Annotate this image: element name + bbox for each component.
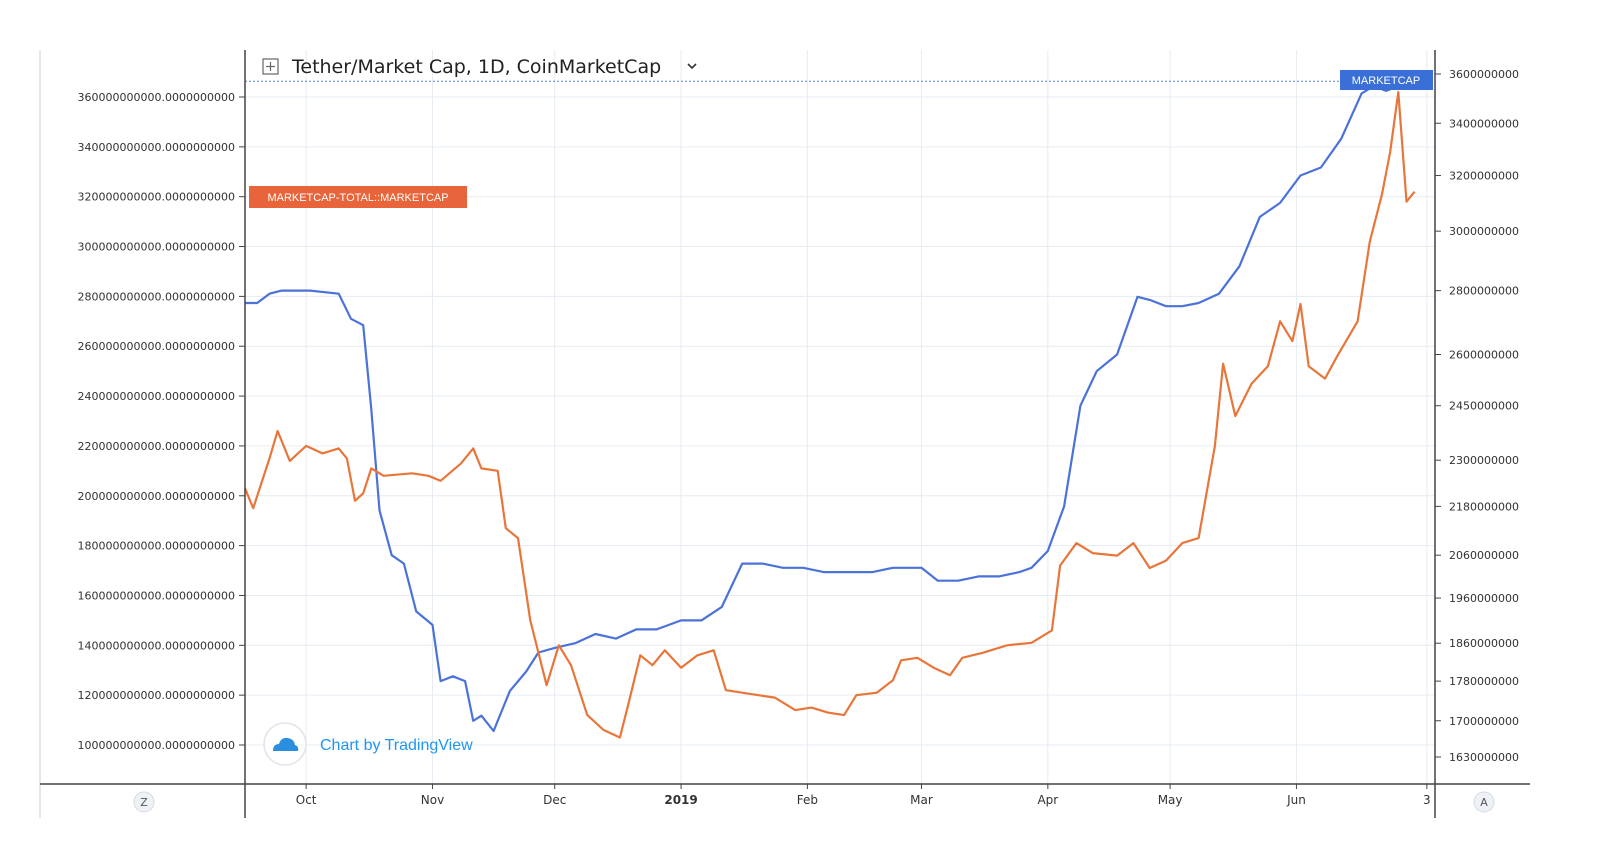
grid [245,50,1435,784]
right-tick-label: 1780000000 [1449,675,1519,688]
x-tick-label: Jun [1286,793,1306,807]
left-tick-label: 300000000000.0000000000 [78,241,235,254]
chevron-down-icon[interactable] [687,63,697,70]
right-series-tag-label: MARKETCAP [1352,75,1420,87]
right-tick-label: 2800000000 [1449,285,1519,298]
series-line-marketcap [245,80,1423,733]
series-line-total-marketcap [243,90,1416,739]
right-tick-label: 1860000000 [1449,637,1519,650]
left-tick-label: 140000000000.0000000000 [78,639,235,652]
x-tick-label: Oct [296,793,317,807]
x-tick-label: Dec [543,793,566,807]
left-tick-label: 160000000000.0000000000 [78,589,235,602]
left-tick-label: 100000000000.0000000000 [78,739,235,752]
right-tick-label: 2060000000 [1449,549,1519,562]
right-tick-label: 3600000000 [1449,68,1519,81]
branding-text: Chart by TradingView [320,737,473,754]
right-tick-label: 3000000000 [1449,225,1519,238]
expand-icon[interactable] [262,58,279,75]
right-tick-label: 1700000000 [1449,715,1519,728]
scale-left-button[interactable]: Z [133,791,155,813]
x-tick-label: Nov [421,793,444,807]
left-tick-label: 320000000000.0000000000 [78,191,235,204]
right-series-tag: MARKETCAP [1340,70,1433,90]
series-group [243,80,1423,739]
x-tick-label: Feb [797,793,818,807]
left-axis: 100000000000.0000000000 120000000000.0000… [78,91,245,752]
x-tick-label: 2019 [664,793,697,807]
left-tick-label: 200000000000.0000000000 [78,490,235,503]
right-axis: 1630000000 1700000000 1780000000 1860000000… [1435,68,1519,764]
chart-title: Tether/Market Cap, 1D, CoinMarketCap [291,56,661,78]
x-tick-label: 3 [1423,793,1431,807]
tradingview-branding[interactable]: Chart by TradingView [263,722,473,766]
right-tick-label: 3200000000 [1449,170,1519,183]
left-series-tag-label: MARKETCAP-TOTAL::MARKETCAP [267,192,448,204]
right-tick-label: 1630000000 [1449,751,1519,764]
right-tick-label: 2450000000 [1449,400,1519,413]
x-axis: Oct Nov Dec 2019 Feb Mar Apr May Jun 3 [296,784,1431,807]
left-tick-label: 220000000000.0000000000 [78,440,235,453]
x-tick-label: Mar [910,793,933,807]
left-tick-label: 240000000000.0000000000 [78,390,235,403]
left-tick-label: 280000000000.0000000000 [78,290,235,303]
x-tick-label: Apr [1037,793,1058,807]
left-tick-label: 360000000000.0000000000 [78,91,235,104]
scale-right-button-label: A [1480,796,1488,809]
chart-header[interactable]: Tether/Market Cap, 1D, CoinMarketCap [262,56,697,78]
scale-left-button-label: Z [140,796,148,809]
scale-right-button[interactable]: A [1473,791,1495,813]
right-tick-label: 3400000000 [1449,117,1519,130]
left-series-tag: MARKETCAP-TOTAL::MARKETCAP [249,186,467,208]
right-tick-label: 2300000000 [1449,454,1519,467]
left-tick-label: 340000000000.0000000000 [78,141,235,154]
left-tick-label: 260000000000.0000000000 [78,340,235,353]
left-tick-label: 120000000000.0000000000 [78,689,235,702]
right-tick-label: 1960000000 [1449,592,1519,605]
x-tick-label: May [1158,793,1183,807]
right-tick-label: 2600000000 [1449,349,1519,362]
left-tick-label: 180000000000.0000000000 [78,540,235,553]
right-tick-label: 2180000000 [1449,500,1519,513]
